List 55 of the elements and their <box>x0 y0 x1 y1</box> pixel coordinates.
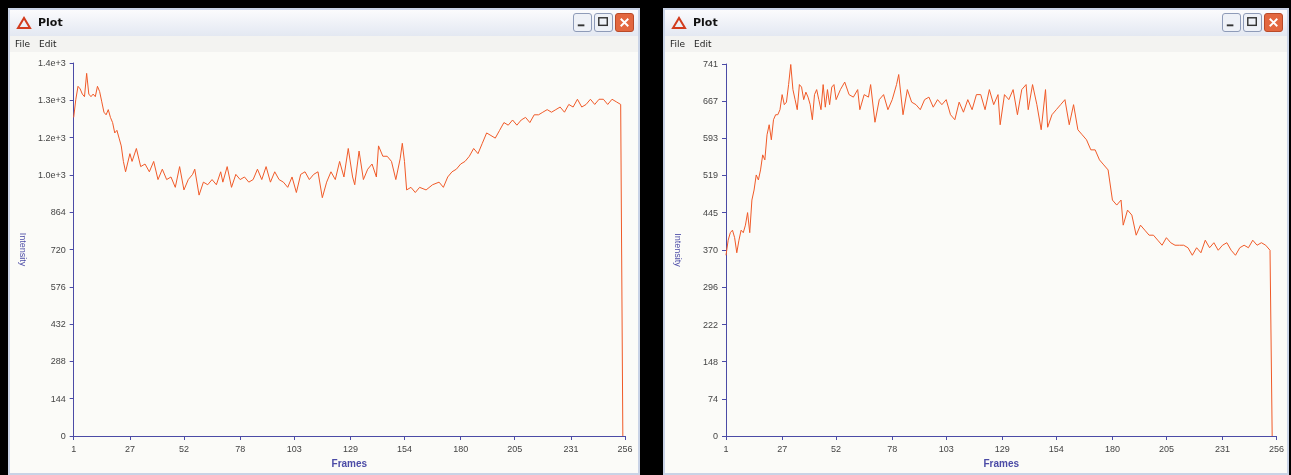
x-tick-label: 256 <box>1268 443 1285 454</box>
x-tick-label: 52 <box>831 443 842 454</box>
x-tick-label: 52 <box>178 443 189 454</box>
text: Edit <box>39 39 57 49</box>
x-tick-label: 129 <box>342 443 358 454</box>
y-tick-label: 593 <box>702 133 718 144</box>
y-tick-label: 148 <box>702 356 718 367</box>
y-tick-label: 288 <box>50 356 66 367</box>
x-tick-label: 103 <box>286 443 302 454</box>
x-tick-label: 180 <box>453 443 469 454</box>
y-tick-label: 432 <box>50 319 66 330</box>
x-tick-label: 27 <box>124 443 135 454</box>
y-axis-title: Intensity <box>17 232 28 267</box>
y-tick-label: 1.2e+3 <box>37 132 66 143</box>
x-tick-label: 78 <box>235 443 246 454</box>
x-tick-label: 231 <box>563 443 579 454</box>
y-axis-title: Intensity <box>672 233 683 268</box>
line-series <box>725 64 1273 437</box>
x-axis-title: Frames <box>331 457 368 469</box>
y-tick-label: 720 <box>50 244 66 255</box>
y-tick-label: 0 <box>60 431 66 441</box>
x-tick-label: 205 <box>507 443 523 454</box>
x-tick-label: 103 <box>938 443 954 454</box>
y-tick-label: 0 <box>712 431 718 441</box>
x-tick-label: 1 <box>723 443 729 454</box>
chart-title: Plot <box>38 16 63 29</box>
chart-title: Plot <box>693 16 718 29</box>
x-tick-label: 27 <box>777 443 788 454</box>
y-tick-label: 445 <box>702 207 718 218</box>
y-tick-label: 1.3e+3 <box>37 95 66 106</box>
x-tick-label: 205 <box>1158 443 1174 454</box>
y-tick-label: 1.0e+3 <box>37 169 66 180</box>
x-tick-label: 1 <box>71 443 77 454</box>
y-tick-label: 519 <box>702 170 718 181</box>
x-tick-label: 154 <box>1048 443 1064 454</box>
y-tick-label: 370 <box>702 245 718 256</box>
text: File <box>15 39 31 49</box>
x-tick-label: 154 <box>396 443 412 454</box>
y-tick-label: 1.4e+3 <box>37 58 66 68</box>
x-tick-label: 231 <box>1215 443 1231 454</box>
y-tick-label: 144 <box>50 393 66 404</box>
x-tick-label: 256 <box>617 443 633 454</box>
text: File <box>670 39 686 49</box>
y-tick-label: 74 <box>707 393 718 404</box>
y-tick-label: 864 <box>50 207 66 218</box>
x-tick-label: 180 <box>1104 443 1120 454</box>
x-axis-title: Frames <box>983 457 1020 469</box>
text: Edit <box>694 39 712 49</box>
x-tick-label: 129 <box>994 443 1010 454</box>
y-tick-label: 576 <box>50 281 66 292</box>
y-tick-label: 667 <box>702 96 718 107</box>
y-tick-label: 222 <box>702 319 718 330</box>
x-tick-label: 78 <box>887 443 898 454</box>
y-tick-label: 296 <box>702 282 718 293</box>
y-tick-label: 741 <box>702 59 718 69</box>
